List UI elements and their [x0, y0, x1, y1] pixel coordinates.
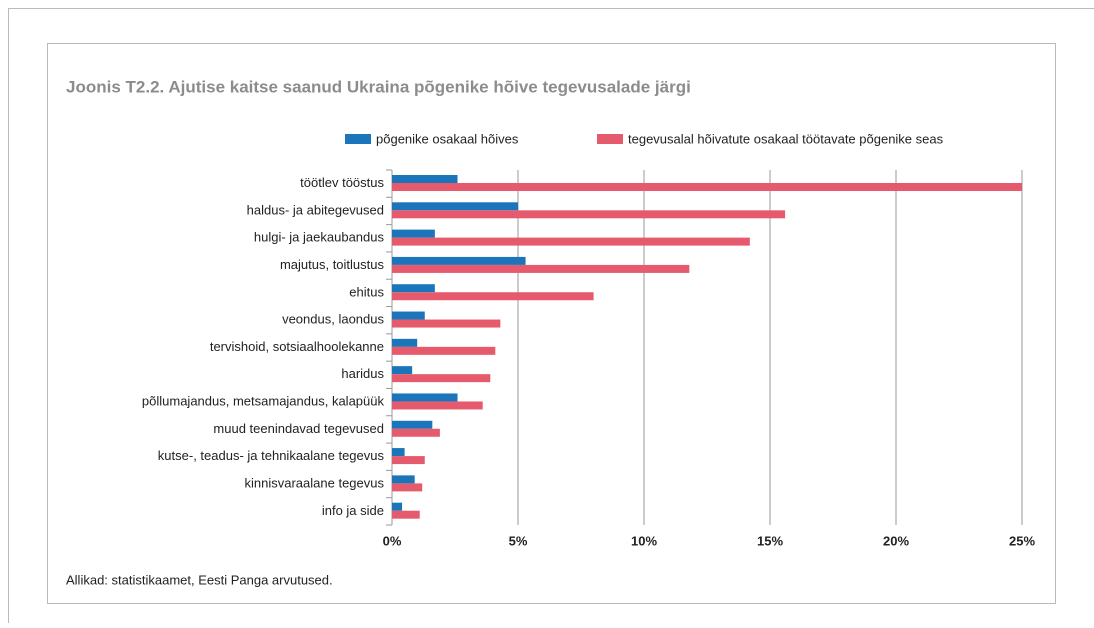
source-note: Allikad: statistikaamet, Eesti Panga arv…	[66, 572, 333, 587]
bar	[392, 202, 518, 210]
y-tick-label: tervishoid, sotsiaalhoolekanne	[210, 339, 384, 354]
bar	[392, 257, 526, 265]
y-tick-label: ehitus	[349, 284, 384, 299]
bar	[392, 292, 594, 300]
x-tick-label: 10%	[631, 533, 657, 548]
bar	[392, 347, 495, 355]
y-tick-label: majutus, toitlustus	[280, 257, 385, 272]
legend-label: tegevusalal hõivatute osakaal töötavate …	[628, 131, 944, 146]
bar	[392, 210, 785, 218]
y-tick-label: haldus- ja abitegevused	[247, 202, 384, 217]
x-tick-label: 5%	[509, 533, 528, 548]
y-tick-label: info ja side	[322, 503, 384, 518]
y-tick-label: kutse-, teadus- ja tehnikaalane tegevus	[158, 448, 385, 463]
y-tick-label: töötlev tööstus	[300, 175, 384, 190]
bar	[392, 230, 435, 238]
x-tick-label: 15%	[757, 533, 783, 548]
bar	[392, 483, 422, 491]
bar	[392, 421, 432, 429]
y-tick-label: veondus, laondus	[282, 312, 384, 327]
bar	[392, 475, 415, 483]
y-tick-label: kinnisvaraalane tegevus	[245, 475, 385, 490]
bar	[392, 511, 420, 519]
bar	[392, 448, 405, 456]
bar	[392, 429, 440, 437]
bar	[392, 238, 750, 246]
bar	[392, 312, 425, 320]
bar	[392, 320, 500, 328]
chart-frame	[48, 44, 1056, 604]
legend-label: põgenike osakaal hõives	[376, 131, 519, 146]
x-tick-label: 20%	[883, 533, 909, 548]
y-tick-label: põllumajandus, metsamajandus, kalapüük	[142, 394, 385, 409]
bar	[392, 456, 425, 464]
bar	[392, 175, 458, 183]
y-tick-label: muud teenindavad tegevused	[213, 421, 384, 436]
chart-title: Joonis T2.2. Ajutise kaitse saanud Ukrai…	[66, 77, 691, 96]
bar	[392, 339, 417, 347]
bar	[392, 183, 1022, 191]
legend-swatch	[597, 134, 623, 144]
x-tick-label: 0%	[383, 533, 402, 548]
legend-swatch	[345, 134, 371, 144]
bar	[392, 374, 490, 382]
bar	[392, 401, 483, 409]
y-tick-label: haridus	[341, 366, 384, 381]
x-tick-label: 25%	[1009, 533, 1035, 548]
bar	[392, 265, 689, 273]
y-tick-label: hulgi- ja jaekaubandus	[254, 230, 385, 245]
bar	[392, 366, 412, 374]
bar	[392, 503, 402, 511]
bar	[392, 393, 458, 401]
bar	[392, 284, 435, 292]
